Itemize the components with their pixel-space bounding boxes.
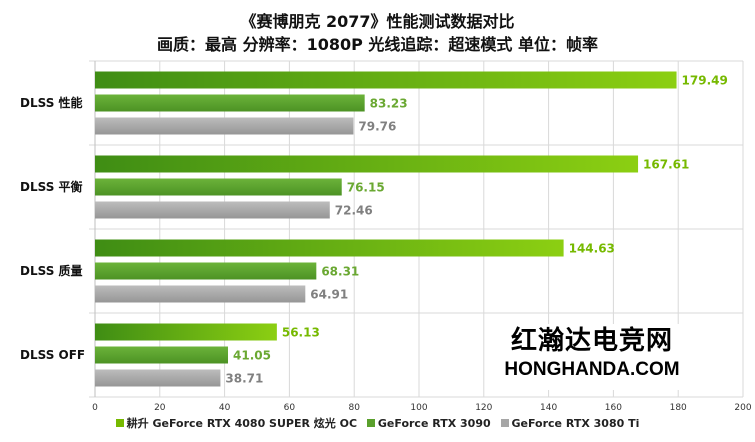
watermark-en: HONGHANDA.COM — [504, 359, 680, 380]
watermark: 红瀚达电竞网 HONGHANDA.COM — [492, 324, 692, 390]
x-tick-label-10: 200 — [734, 403, 751, 413]
legend-swatch-s2 — [500, 419, 509, 427]
category-label-0: DLSS 性能 — [20, 95, 83, 110]
data-label-s2-c0: 79.76 — [358, 120, 396, 134]
data-label-s1-c2: 68.31 — [321, 265, 359, 279]
x-tick-label-9: 180 — [670, 403, 687, 413]
x-tick-label-1: 20 — [154, 403, 166, 413]
legend-swatch-s0 — [115, 419, 124, 427]
bar-s0-c0 — [95, 71, 677, 89]
data-label-s1-c0: 83.23 — [370, 97, 408, 111]
bar-s1-c3 — [95, 346, 229, 364]
category-label-3: DLSS OFF — [20, 348, 85, 362]
bar-s2-c1 — [95, 201, 330, 219]
bar-s1-c2 — [95, 262, 317, 280]
bar-s1-c0 — [95, 94, 365, 112]
x-tick-label-6: 120 — [475, 403, 492, 413]
legend-item-s2: GeForce RTX 3080 Ti — [500, 417, 640, 430]
data-label-s0-c3: 56.13 — [282, 326, 320, 340]
bar-s2-c3 — [95, 369, 221, 387]
legend-item-s0: 耕升 GeForce RTX 4080 SUPER 炫光 OC — [115, 415, 358, 431]
bar-s0-c2 — [95, 239, 564, 257]
legend-label-s2: GeForce RTX 3080 Ti — [511, 417, 640, 430]
bar-s0-c1 — [95, 155, 639, 173]
category-label-2: DLSS 质量 — [20, 263, 83, 278]
x-tick-label-2: 40 — [219, 403, 231, 413]
x-tick-label-3: 60 — [284, 403, 296, 413]
x-tick-label-5: 100 — [410, 403, 427, 413]
data-label-s0-c0: 179.49 — [682, 74, 728, 88]
legend-label-s0: 耕升 GeForce RTX 4080 SUPER 炫光 OC — [126, 417, 358, 430]
legend: 耕升 GeForce RTX 4080 SUPER 炫光 OC GeForce … — [0, 415, 755, 431]
chart-subtitle: 画质：最高 分辨率：1080P 光线追踪：超速模式 单位：帧率 — [157, 35, 598, 54]
data-label-s1-c1: 76.15 — [347, 181, 385, 195]
bar-s0-c3 — [95, 323, 277, 341]
category-label-1: DLSS 平衡 — [20, 179, 83, 194]
data-label-s0-c1: 167.61 — [643, 158, 689, 172]
data-label-s0-c2: 144.63 — [569, 242, 615, 256]
watermark-cn: 红瀚达电竞网 — [510, 326, 673, 356]
bar-s2-c2 — [95, 285, 306, 303]
bar-s2-c0 — [95, 117, 354, 135]
data-label-s2-c1: 72.46 — [335, 204, 373, 218]
data-label-s1-c3: 41.05 — [233, 349, 271, 363]
legend-label-s1: GeForce RTX 3090 — [377, 417, 491, 430]
x-tick-label-4: 80 — [348, 403, 360, 413]
data-label-s2-c2: 64.91 — [310, 288, 348, 302]
legend-swatch-s1 — [366, 419, 375, 427]
x-tick-label-0: 0 — [92, 403, 98, 413]
x-tick-label-7: 140 — [540, 403, 557, 413]
data-label-s2-c3: 38.71 — [225, 372, 263, 386]
chart-title: 《赛博朋克 2077》性能测试数据对比 — [240, 12, 515, 31]
legend-item-s1: GeForce RTX 3090 — [366, 417, 491, 430]
x-tick-label-8: 160 — [605, 403, 622, 413]
bar-s1-c1 — [95, 178, 342, 196]
